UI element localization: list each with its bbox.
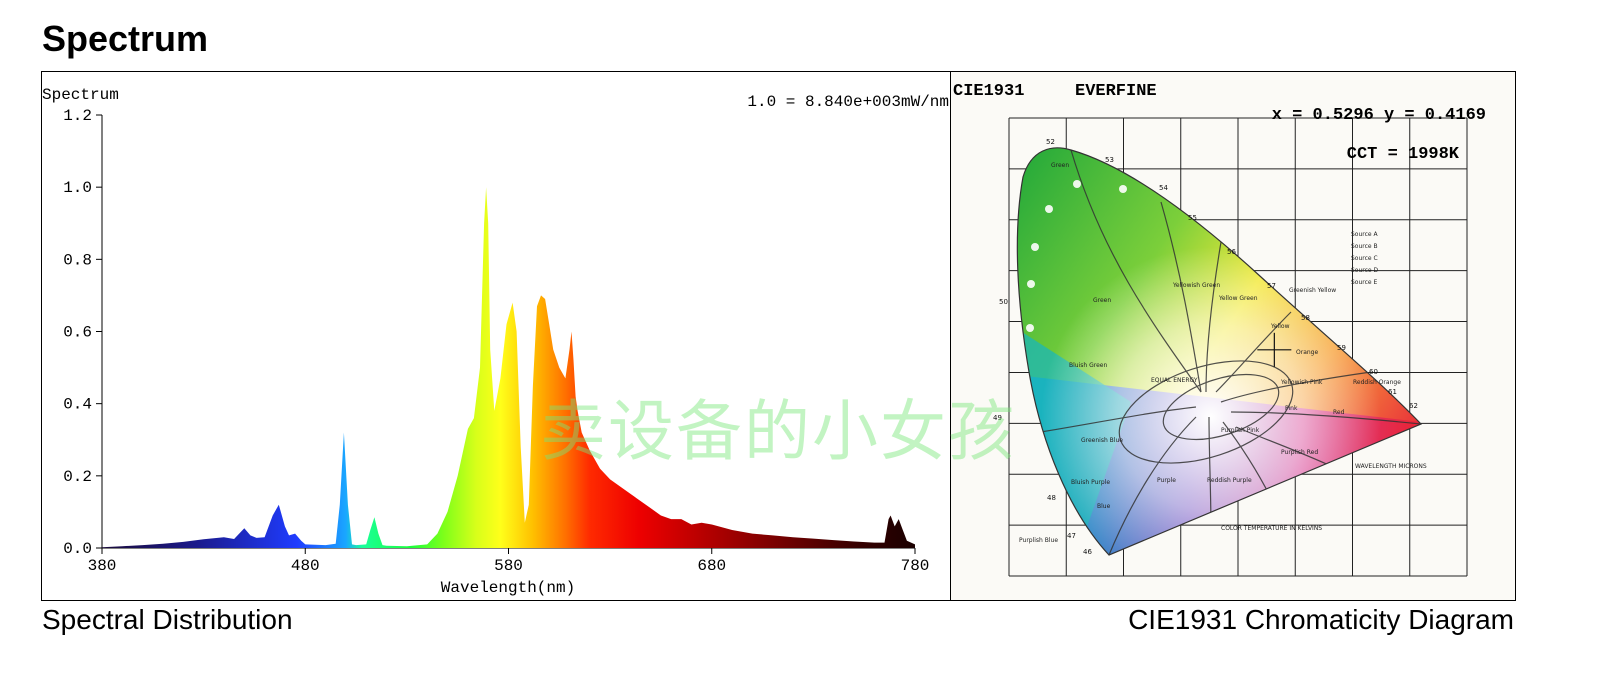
x-axis: 380 480 580 680 780 bbox=[88, 547, 930, 575]
cie-title: CIE1931 bbox=[953, 82, 1024, 101]
cie-small-notes: COLOR TEMPERATURE IN KELVINS WAVELENGTH … bbox=[1151, 231, 1427, 532]
svg-text:Yellow: Yellow bbox=[1270, 323, 1290, 330]
cie-coordinates: x = 0.5296 y = 0.4169 bbox=[1272, 106, 1486, 125]
svg-text:Purplish Blue: Purplish Blue bbox=[1019, 537, 1058, 544]
svg-text:46: 46 bbox=[1083, 548, 1092, 556]
svg-text:Green: Green bbox=[1051, 162, 1069, 169]
y-tick-label: 0.6 bbox=[63, 324, 92, 342]
svg-text:48: 48 bbox=[1047, 494, 1056, 502]
wavelength-labels: 52 53 54 55 56 57 58 59 60 61 62 50 49 4… bbox=[993, 138, 1418, 556]
svg-text:Source D: Source D bbox=[1351, 267, 1379, 274]
svg-text:Bluish Green: Bluish Green bbox=[1069, 362, 1107, 369]
x-tick-label: 380 bbox=[88, 557, 117, 575]
y-tick-label: 0.0 bbox=[63, 540, 92, 558]
svg-text:Purple: Purple bbox=[1157, 477, 1176, 484]
cie-brand: EVERFINE bbox=[1075, 82, 1157, 101]
chromaticity-point-marker bbox=[1257, 332, 1292, 367]
spectrum-chart: Spectrum 1.0 = 8.840e+003mW/nm 0.0 0.2 0.4… bbox=[42, 86, 949, 597]
x-tick-label: 580 bbox=[494, 557, 523, 575]
svg-text:58: 58 bbox=[1301, 314, 1310, 322]
region-labels: Green Green Yellowish Green Yellow Green… bbox=[1019, 162, 1401, 544]
svg-text:47: 47 bbox=[1067, 532, 1076, 540]
page-title: Spectrum bbox=[42, 18, 209, 59]
svg-text:54: 54 bbox=[1159, 184, 1168, 192]
cie-diagram-caption: CIE1931 Chromaticity Diagram bbox=[1128, 604, 1514, 635]
svg-text:Source A: Source A bbox=[1351, 231, 1379, 238]
x-tick-label: 780 bbox=[901, 557, 930, 575]
chart-annotation: 1.0 = 8.840e+003mW/nm bbox=[747, 93, 949, 111]
cie-chromaticity-diagram: 52 53 54 55 56 57 58 59 60 61 62 50 49 4… bbox=[951, 72, 1515, 600]
svg-text:Bluish Purple: Bluish Purple bbox=[1071, 479, 1110, 486]
y-tick-label: 0.2 bbox=[63, 468, 92, 486]
svg-text:Source E: Source E bbox=[1351, 279, 1378, 286]
svg-text:53: 53 bbox=[1105, 156, 1114, 164]
svg-text:Yellowish Green: Yellowish Green bbox=[1172, 282, 1220, 289]
svg-text:Purplish Pink: Purplish Pink bbox=[1221, 427, 1260, 434]
svg-text:COLOR TEMPERATURE IN KELVINS: COLOR TEMPERATURE IN KELVINS bbox=[1221, 525, 1322, 532]
spectrum-area bbox=[102, 187, 915, 548]
spectral-distribution-caption: Spectral Distribution bbox=[42, 604, 293, 635]
svg-text:Purplish Red: Purplish Red bbox=[1281, 449, 1318, 456]
spectrum-chart-panel: Spectrum 1.0 = 8.840e+003mW/nm 0.0 0.2 0.4… bbox=[41, 71, 951, 601]
svg-text:Pink: Pink bbox=[1285, 405, 1298, 412]
svg-text:Greenish Blue: Greenish Blue bbox=[1081, 437, 1123, 444]
svg-text:49: 49 bbox=[993, 414, 1002, 422]
svg-text:Green: Green bbox=[1093, 297, 1111, 304]
y-tick-label: 0.4 bbox=[63, 396, 92, 414]
locus-highlight-dots bbox=[1026, 180, 1127, 332]
svg-text:62: 62 bbox=[1409, 402, 1418, 410]
svg-text:60: 60 bbox=[1369, 368, 1378, 376]
svg-text:Reddish Orange: Reddish Orange bbox=[1353, 379, 1401, 386]
svg-text:57: 57 bbox=[1267, 282, 1276, 290]
cie-diagram-panel: 52 53 54 55 56 57 58 59 60 61 62 50 49 4… bbox=[950, 71, 1516, 601]
y-tick-label: 1.2 bbox=[63, 107, 92, 125]
y-tick-label: 1.0 bbox=[63, 179, 92, 197]
svg-text:Reddish Purple: Reddish Purple bbox=[1207, 477, 1252, 484]
svg-text:Yellowish Pink: Yellowish Pink bbox=[1280, 379, 1323, 386]
svg-text:50: 50 bbox=[999, 298, 1008, 306]
y-tick-label: 0.8 bbox=[63, 251, 92, 269]
y-axis: 0.0 0.2 0.4 0.6 0.8 1.0 1.2 bbox=[63, 107, 103, 558]
cie-cct: CCT = 1998K bbox=[1347, 145, 1460, 164]
x-tick-label: 480 bbox=[291, 557, 320, 575]
svg-text:EQUAL ENERGY: EQUAL ENERGY bbox=[1151, 377, 1198, 384]
chart-title: Spectrum bbox=[42, 86, 119, 104]
svg-text:WAVELENGTH MICRONS: WAVELENGTH MICRONS bbox=[1355, 463, 1427, 470]
svg-text:Orange: Orange bbox=[1296, 349, 1318, 356]
svg-text:61: 61 bbox=[1388, 388, 1397, 396]
svg-text:52: 52 bbox=[1046, 138, 1055, 146]
svg-text:Source B: Source B bbox=[1351, 243, 1378, 250]
x-axis-label: Wavelength(nm) bbox=[441, 579, 575, 597]
svg-text:56: 56 bbox=[1227, 248, 1236, 256]
spectral-locus bbox=[1016, 147, 1423, 556]
svg-text:Source C: Source C bbox=[1351, 255, 1378, 262]
svg-text:59: 59 bbox=[1337, 344, 1346, 352]
svg-text:Red: Red bbox=[1333, 409, 1345, 416]
svg-text:Yellow Green: Yellow Green bbox=[1218, 295, 1258, 302]
svg-text:Blue: Blue bbox=[1097, 503, 1111, 510]
svg-text:Greenish Yellow: Greenish Yellow bbox=[1289, 287, 1336, 294]
x-tick-label: 680 bbox=[697, 557, 726, 575]
svg-text:55: 55 bbox=[1188, 214, 1197, 222]
